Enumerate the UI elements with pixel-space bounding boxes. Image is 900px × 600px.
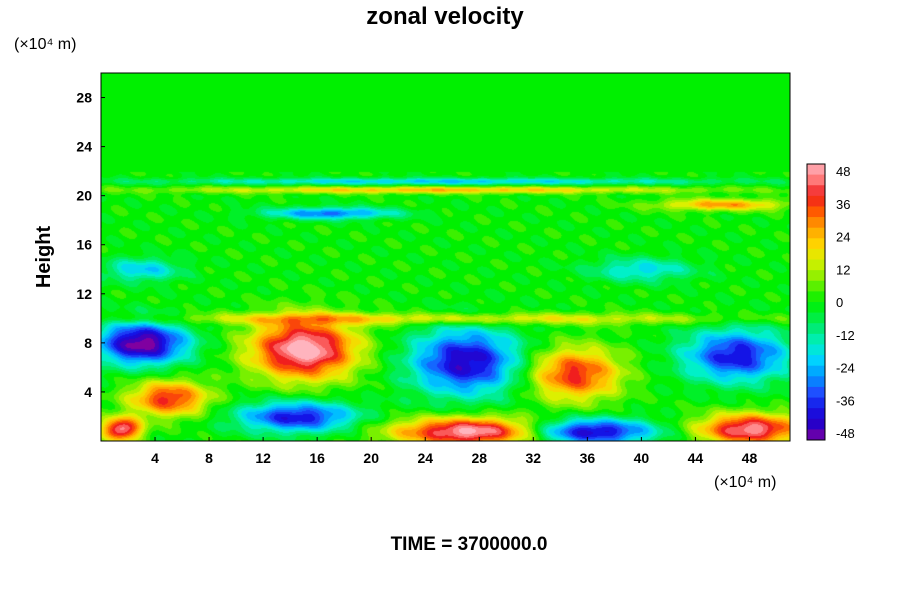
colorbar-swatch (807, 227, 825, 239)
y-axis-unit-label: (×10⁴ m) (14, 36, 76, 53)
colorbar-swatch (807, 280, 825, 292)
y-axis-ticks: 4 8 12 16 20 24 28 (76, 90, 105, 400)
colorbar-swatch (807, 164, 825, 176)
colorbar-tick-label: -36 (836, 393, 855, 408)
colorbar-tick-label: -48 (836, 426, 855, 441)
x-tick-label: 8 (205, 450, 213, 466)
x-tick-label: 32 (526, 450, 542, 466)
colorbar-tick-label: 12 (836, 262, 850, 277)
colorbar-swatch (807, 312, 825, 324)
colorbar-swatch (807, 429, 825, 441)
colorbar-swatch (807, 333, 825, 345)
y-axis-label: Height (33, 226, 55, 289)
colorbar-swatch (807, 238, 825, 250)
colorbar-swatch (807, 365, 825, 377)
y-tick-label: 12 (76, 286, 92, 302)
colorbar-tick-label: -24 (836, 361, 855, 376)
y-tick-label: 8 (84, 335, 92, 351)
y-tick-label: 16 (76, 237, 92, 253)
x-tick-label: 4 (151, 450, 159, 466)
colorbar-swatch (807, 270, 825, 282)
chart-title: zonal velocity (366, 3, 524, 30)
colorbar-swatch (807, 185, 825, 197)
x-tick-label: 20 (363, 450, 379, 466)
colorbar-swatch (807, 206, 825, 218)
x-tick-label: 12 (255, 450, 271, 466)
colorbar-tick-label: 48 (836, 164, 850, 179)
x-tick-label: 48 (742, 450, 758, 466)
heatmap-field (101, 73, 790, 441)
colorbar-swatch (807, 418, 825, 430)
y-tick-label: 24 (76, 139, 92, 155)
x-tick-label: 24 (417, 450, 433, 466)
colorbar-frame (806, 163, 826, 441)
plot-frame (100, 72, 791, 442)
colorbar-swatch (807, 302, 825, 314)
x-axis-unit-label: (×10⁴ m) (714, 474, 776, 491)
y-tick-label: 28 (76, 90, 92, 106)
y-tick-label: 20 (76, 188, 92, 204)
y-tick-label: 4 (84, 384, 92, 400)
x-tick-label: 16 (309, 450, 325, 466)
heatmap-plot-area (100, 72, 791, 442)
x-tick-label: 44 (688, 450, 704, 466)
colorbar-swatch (807, 397, 825, 409)
colorbar-tick-labels: 48 36 24 12 0 -12 -24 -36 -48 (836, 164, 855, 441)
colorbar-swatch (807, 376, 825, 388)
x-tick-label: 36 (580, 450, 596, 466)
colorbar-tick-label: 36 (836, 197, 850, 212)
colorbar-swatch (807, 408, 825, 420)
colorbar-swatch (807, 248, 825, 260)
colorbar-tick-label: 0 (836, 295, 843, 310)
colorbar-swatch (807, 355, 825, 367)
x-axis-ticks: 4 8 12 16 20 24 28 32 36 40 44 48 (151, 437, 757, 466)
colorbar-swatch (807, 259, 825, 271)
colorbar-swatch (807, 386, 825, 398)
colorbar-swatch (807, 344, 825, 356)
colorbar-swatch (807, 195, 825, 207)
colorbar-swatch (807, 291, 825, 303)
colorbar-swatch (807, 217, 825, 229)
colorbar-swatch (807, 174, 825, 186)
x-tick-label: 40 (634, 450, 650, 466)
colorbar-tick-label: 24 (836, 230, 850, 245)
colorbar (806, 163, 826, 441)
x-tick-label: 28 (471, 450, 487, 466)
time-label: TIME = 3700000.0 (391, 534, 548, 555)
colorbar-swatch (807, 323, 825, 335)
colorbar-tick-label: -12 (836, 328, 855, 343)
